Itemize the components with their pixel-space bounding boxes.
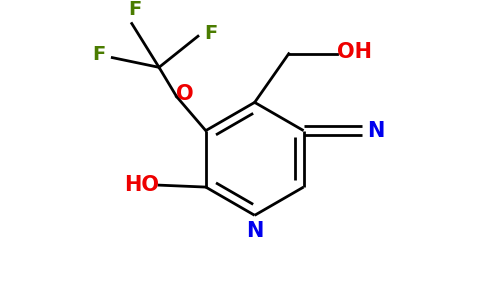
Text: N: N xyxy=(246,221,263,241)
Text: O: O xyxy=(176,84,193,103)
Text: N: N xyxy=(367,121,384,141)
Text: F: F xyxy=(128,0,141,20)
Text: OH: OH xyxy=(337,42,372,62)
Text: F: F xyxy=(92,45,106,64)
Text: HO: HO xyxy=(124,175,159,195)
Text: F: F xyxy=(204,24,217,43)
